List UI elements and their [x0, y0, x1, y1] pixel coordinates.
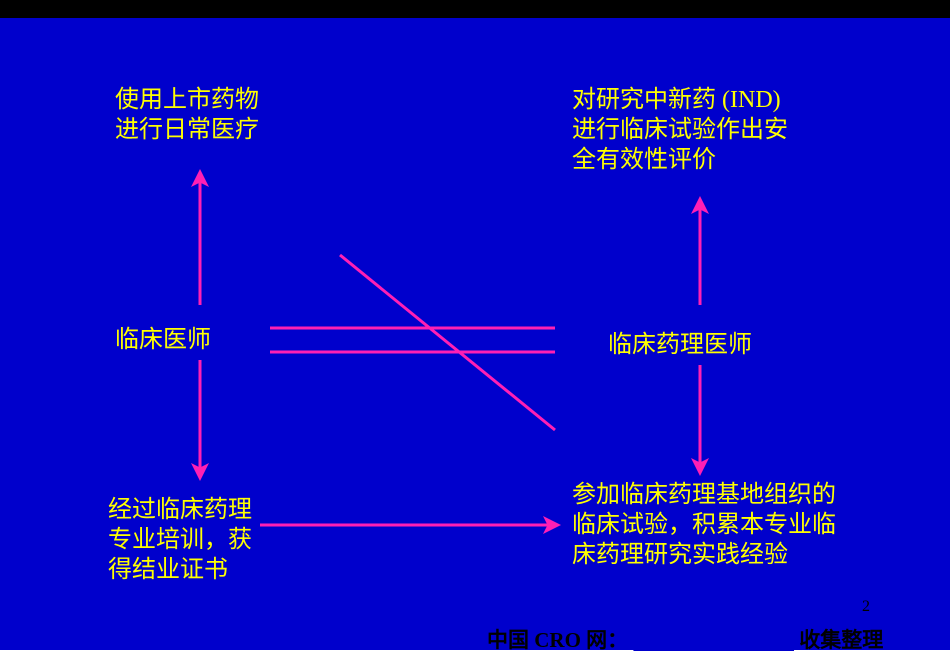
node-bot_left: 经过临床药理 专业培训，获 得结业证书: [108, 495, 252, 585]
node-mid_right: 临床药理医师: [608, 330, 752, 360]
node-mid_left: 临床医师: [115, 325, 211, 355]
footer-link[interactable]: www.crochina.net: [633, 628, 794, 652]
node-top_right: 对研究中新药 (IND) 进行临床试验作出安 全有效性评价: [572, 85, 788, 175]
footer-suffix: 收集整理: [799, 628, 883, 652]
footer: 中国 CRO 网： www.crochina.net 收集整理: [487, 624, 883, 654]
page-number-value: 2: [862, 598, 870, 615]
node-bot_right: 参加临床药理基地组织的 临床试验，积累本专业临 床药理研究实践经验: [572, 480, 836, 570]
node-top_left: 使用上市药物 进行日常医疗: [115, 85, 259, 145]
diagram-line: [340, 255, 555, 430]
page-number: 2: [862, 598, 870, 616]
slide: 使用上市药物 进行日常医疗 对研究中新药 (IND) 进行临床试验作出安 全有效性…: [0, 0, 950, 658]
footer-prefix: 中国 CRO 网：: [487, 628, 628, 652]
